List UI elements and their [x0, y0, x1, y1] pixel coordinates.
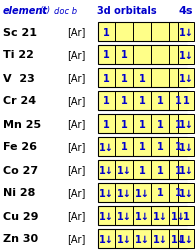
- Bar: [98, 46, 187, 65]
- Text: 1: 1: [139, 142, 146, 152]
- Text: 1↓: 1↓: [99, 211, 114, 220]
- Bar: [98, 206, 187, 225]
- Text: 1↓: 1↓: [153, 211, 168, 220]
- Bar: [98, 137, 187, 156]
- Text: Ti 22: Ti 22: [3, 50, 34, 60]
- Text: 1: 1: [139, 119, 146, 129]
- Text: Co 27: Co 27: [3, 165, 38, 175]
- Bar: [98, 115, 187, 134]
- Text: 1↓: 1↓: [117, 234, 132, 243]
- Text: Sc 21: Sc 21: [3, 27, 37, 37]
- Text: 1: 1: [157, 142, 164, 152]
- Text: (c): (c): [39, 7, 50, 15]
- Text: 1: 1: [175, 142, 182, 152]
- Text: 1: 1: [157, 119, 164, 129]
- Text: 1↓: 1↓: [179, 142, 193, 152]
- Text: 1: 1: [103, 73, 110, 83]
- Text: [Ar]: [Ar]: [67, 211, 85, 220]
- Text: 1↓: 1↓: [179, 234, 193, 243]
- Text: 1: 1: [121, 73, 128, 83]
- Text: 1: 1: [175, 119, 182, 129]
- Text: Zn 30: Zn 30: [3, 234, 38, 243]
- Text: Mn 25: Mn 25: [3, 119, 41, 129]
- Text: 1: 1: [103, 27, 110, 37]
- Text: 1↓: 1↓: [99, 142, 114, 152]
- Text: 1: 1: [175, 165, 182, 175]
- Text: 1: 1: [139, 165, 146, 175]
- Text: [Ar]: [Ar]: [67, 165, 85, 175]
- Text: 1↓: 1↓: [179, 27, 193, 37]
- Bar: [178, 23, 194, 42]
- Text: [Ar]: [Ar]: [67, 142, 85, 152]
- Text: doc b: doc b: [54, 7, 77, 15]
- Bar: [98, 160, 187, 179]
- Text: 1: 1: [103, 96, 110, 106]
- Bar: [178, 92, 194, 111]
- Text: 1↓: 1↓: [117, 165, 132, 175]
- Text: Ni 28: Ni 28: [3, 188, 35, 198]
- Text: 1: 1: [157, 96, 164, 106]
- Text: 1: 1: [183, 211, 189, 220]
- Text: element: element: [3, 6, 48, 16]
- Text: 1↓: 1↓: [171, 234, 186, 243]
- Text: V  23: V 23: [3, 73, 35, 83]
- Text: 1: 1: [175, 96, 182, 106]
- Text: 1: 1: [139, 96, 146, 106]
- Text: [Ar]: [Ar]: [67, 188, 85, 198]
- Text: 1↓: 1↓: [135, 188, 150, 198]
- Text: 1↓: 1↓: [179, 73, 193, 83]
- Text: 1↓: 1↓: [117, 211, 132, 220]
- Bar: [98, 23, 187, 42]
- Bar: [98, 183, 187, 202]
- Text: 1: 1: [183, 96, 189, 106]
- Text: 1↓: 1↓: [135, 211, 150, 220]
- Bar: [98, 92, 187, 111]
- Text: 1: 1: [121, 96, 128, 106]
- Text: 1: 1: [103, 50, 110, 60]
- Text: 1↓: 1↓: [179, 188, 193, 198]
- Bar: [178, 160, 194, 179]
- Text: 1↓: 1↓: [135, 234, 150, 243]
- Text: [Ar]: [Ar]: [67, 119, 85, 129]
- Text: 1: 1: [121, 142, 128, 152]
- Text: 1↓: 1↓: [99, 234, 114, 243]
- Text: 1↓: 1↓: [179, 119, 193, 129]
- Bar: [178, 229, 194, 248]
- Text: 1↓: 1↓: [99, 165, 114, 175]
- Text: 1: 1: [103, 119, 110, 129]
- Bar: [178, 69, 194, 88]
- Text: 3d orbitals: 3d orbitals: [97, 6, 157, 16]
- Text: 4s: 4s: [179, 6, 193, 16]
- Text: 1: 1: [157, 165, 164, 175]
- Text: 1↓: 1↓: [171, 211, 186, 220]
- Text: 1↓: 1↓: [99, 188, 114, 198]
- Text: [Ar]: [Ar]: [67, 73, 85, 83]
- Text: Fe 26: Fe 26: [3, 142, 37, 152]
- Text: Cu 29: Cu 29: [3, 211, 38, 220]
- Text: 1: 1: [121, 119, 128, 129]
- Text: 1: 1: [121, 50, 128, 60]
- Bar: [98, 229, 187, 248]
- Text: 1↓: 1↓: [117, 188, 132, 198]
- Bar: [178, 183, 194, 202]
- Text: [Ar]: [Ar]: [67, 234, 85, 243]
- Bar: [178, 206, 194, 225]
- Bar: [178, 46, 194, 65]
- Text: 1: 1: [175, 188, 182, 198]
- Bar: [178, 137, 194, 156]
- Bar: [98, 69, 187, 88]
- Text: Cr 24: Cr 24: [3, 96, 36, 106]
- Text: 1: 1: [139, 73, 146, 83]
- Text: [Ar]: [Ar]: [67, 50, 85, 60]
- Text: 1↓: 1↓: [179, 50, 193, 60]
- Text: 1: 1: [157, 188, 164, 198]
- Text: 1↓: 1↓: [153, 234, 168, 243]
- Text: [Ar]: [Ar]: [67, 96, 85, 106]
- Text: [Ar]: [Ar]: [67, 27, 85, 37]
- Bar: [178, 115, 194, 134]
- Text: 1↓: 1↓: [179, 165, 193, 175]
